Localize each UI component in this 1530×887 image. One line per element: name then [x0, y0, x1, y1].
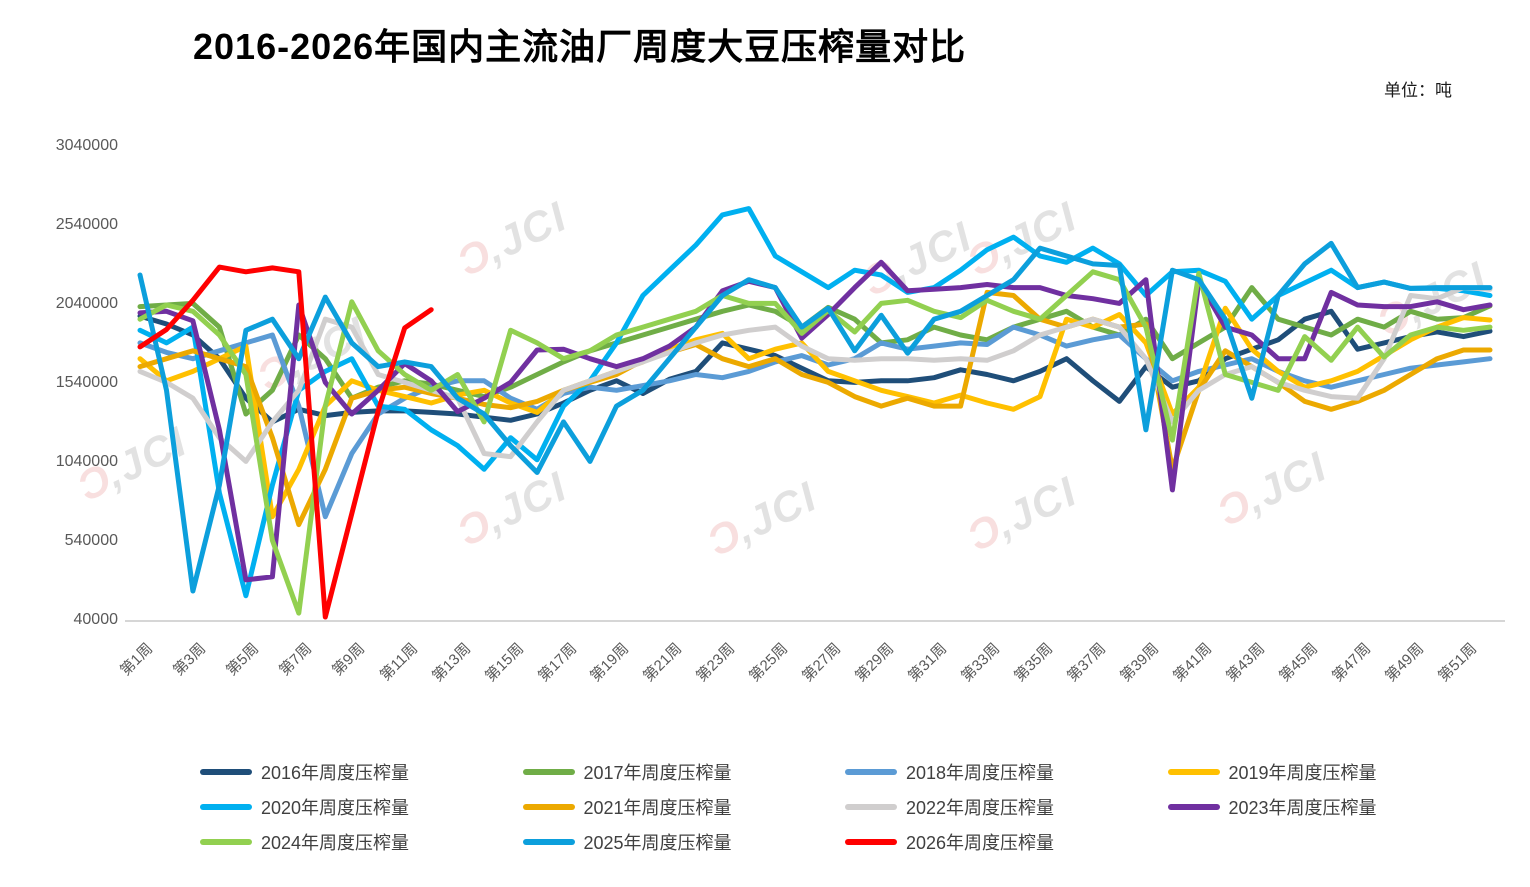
legend-marker-2016年	[200, 769, 252, 775]
legend-item-2016年: 2016年周度压榨量	[200, 760, 523, 784]
series-line-2026年	[137, 264, 434, 620]
series-line-2020年	[137, 206, 1493, 599]
legend-label: 2021年周度压榨量	[583, 798, 732, 818]
legend-item-2025年: 2025年周度压榨量	[522, 830, 846, 854]
legend-marker-2021年	[522, 804, 575, 810]
y-axis-tick-label: 1540000	[55, 374, 118, 391]
legend-item-2022年: 2022年周度压榨量	[845, 795, 1168, 819]
y-axis-tick-label: 1040000	[55, 453, 118, 470]
legend-label: 2017年周度压榨量	[583, 763, 732, 783]
legend-marker-2017年	[522, 769, 575, 775]
legend-item-2024年: 2024年周度压榨量	[200, 830, 523, 854]
legend-label: 2026年周度压榨量	[906, 833, 1055, 853]
legend-label: 2022年周度压榨量	[906, 798, 1055, 818]
unit-label: 单位：吨	[1384, 81, 1452, 100]
legend-label: 2020年周度压榨量	[261, 798, 410, 818]
legend-label: 2025年周度压榨量	[583, 833, 732, 853]
series-line-2025年	[137, 240, 1493, 594]
legend-marker-2020年	[200, 804, 252, 810]
legend-marker-2024年	[200, 839, 252, 845]
y-axis-tick-label: 3040000	[55, 137, 118, 154]
legend-marker-2018年	[845, 769, 897, 775]
legend-label: 2019年周度压榨量	[1228, 763, 1377, 783]
legend-item-2021年: 2021年周度压榨量	[522, 795, 846, 819]
legend-label: 2024年周度压榨量	[261, 833, 410, 853]
legend-marker-2019年	[1167, 769, 1220, 775]
legend-item-2018年: 2018年周度压榨量	[845, 760, 1168, 784]
legend-item-2023年: 2023年周度压榨量	[1167, 795, 1491, 819]
legend-marker-2026年	[845, 839, 897, 845]
legend-label: 2018年周度压榨量	[906, 763, 1055, 783]
legend-marker-2023年	[1167, 804, 1220, 810]
chart-title: 2016-2026年国内主流油厂周度大豆压榨量对比	[193, 26, 967, 67]
y-axis-tick-label: 540000	[64, 532, 118, 549]
legend-item-2026年: 2026年周度压榨量	[845, 830, 1168, 854]
legend-item-2019年: 2019年周度压榨量	[1167, 760, 1491, 784]
legend-item-2017年: 2017年周度压榨量	[522, 760, 846, 784]
series-line-2022年	[137, 285, 1493, 464]
legend-item-2020年: 2020年周度压榨量	[200, 795, 523, 819]
y-axis-tick-label: 40000	[73, 611, 119, 628]
y-axis-tick-label: 2040000	[55, 295, 118, 312]
chart-legend: 2016年周度压榨量 2017年周度压榨量 2018年周度压榨量 2019年周度压榨量…	[200, 760, 1490, 854]
legend-label: 2023年周度压榨量	[1228, 798, 1377, 818]
legend-marker-2025年	[522, 839, 575, 845]
legend-label: 2016年周度压榨量	[261, 763, 410, 783]
legend-marker-2022年	[845, 804, 897, 810]
series-line-2024年	[137, 269, 1493, 616]
y-axis-tick-label: 2540000	[55, 216, 118, 233]
